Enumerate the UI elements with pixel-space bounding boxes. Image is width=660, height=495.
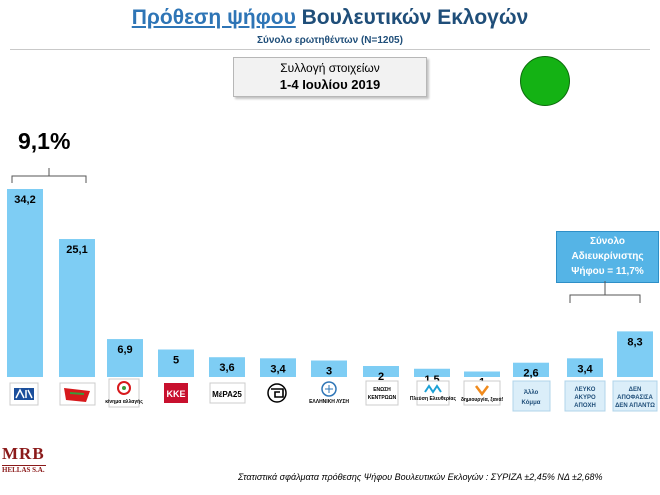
chart-subtitle: Σύνολο ερωτηθέντων (N=1205) — [257, 35, 403, 46]
mrb-logo-sub: HELLAS S.A. — [2, 465, 46, 474]
bar-9 — [464, 371, 500, 377]
logo-ellisi-icon: ΕΛΛΗΝΙΚΗ ΛΥΣΗ — [309, 381, 349, 405]
kinal-logo-text: κίνημα αλλαγής — [105, 399, 143, 405]
bar-11 — [567, 358, 603, 377]
bar-4 — [209, 357, 245, 377]
bar-6 — [311, 360, 347, 377]
mera25-logo-text: ΜέΡΑ25 — [212, 390, 242, 399]
bars — [7, 189, 653, 377]
difference-bracket — [11, 168, 87, 183]
undecided-line-c: ΔΕΝ ΑΠΑΝΤΩ — [615, 403, 655, 409]
difference-label: 9,1% — [18, 128, 71, 154]
other-party-line-2: Κόμμα — [522, 400, 541, 406]
logo-kinal-icon: κίνημα αλλαγής — [105, 378, 143, 408]
undecided-line-a: ΔΕΝ — [629, 387, 642, 393]
collection-period-box: Συλλογή στοιχείων 1-4 Ιουλίου 2019 — [233, 57, 427, 97]
undecided-bracket — [569, 281, 641, 303]
ellisi-logo-text: ΕΛΛΗΝΙΚΗ ΛΥΣΗ — [309, 399, 349, 405]
dimiourgia-logo-text: δημιουργία, ξανά! — [461, 397, 504, 403]
bar-value-label-1: 25,1 — [66, 244, 87, 256]
logo-mera25-icon: ΜέΡΑ25 — [209, 382, 246, 404]
chart-title: Πρόθεση ψήφου Βουλευτικών Εκλογών — [0, 6, 660, 30]
logo-xa-icon — [267, 383, 287, 403]
bar-value-label-4: 3,6 — [219, 362, 234, 374]
title-part-2: Βουλευτικών Εκλογών — [295, 6, 529, 29]
blank-line-3: ΑΠΟΧΗ — [574, 403, 596, 409]
bar-0 — [7, 189, 43, 377]
plefsi-logo-text: Πλεύση Ελευθερίας — [410, 396, 457, 402]
bar-value-label-0: 34,2 — [14, 194, 35, 206]
bar-value-label-10: 2,6 — [523, 368, 538, 380]
bar-5 — [260, 358, 296, 377]
divider — [10, 49, 650, 50]
undecided-total-box: Σύνολο Αδιευκρίνιστης Ψήφου = 11,7% — [556, 231, 659, 283]
logo-nd-icon — [9, 382, 39, 406]
bar-value-label-7: 2 — [378, 371, 384, 383]
logo-kke-icon: KKE — [164, 383, 188, 403]
bar-12 — [617, 331, 653, 377]
statistical-error-note: Στατιστικά σφάλματα πρόθεσης Ψήφου Βουλε… — [238, 472, 603, 482]
other-party-line-1: Άλλο — [524, 390, 539, 396]
category-undecided: ΔΕΝ ΑΠΟΦΑΣΙΣΑ ΔΕΝ ΑΠΑΝΤΩ — [612, 380, 658, 412]
logo-syriza-icon — [59, 382, 96, 406]
category-other-party: Άλλο Κόμμα — [512, 380, 551, 412]
blank-line-2: ΑΚΥΡΟ — [574, 395, 596, 401]
undecided-line-2: Αδιευκρίνιστης — [571, 251, 644, 262]
title-part-1: Πρόθεση ψήφου — [131, 6, 296, 29]
enosi-logo-text-2: ΚΕΝΤΡΩΩΝ — [368, 395, 397, 401]
mrb-logo-name: MRB — [2, 444, 45, 463]
bar-value-label-6: 3 — [326, 366, 332, 378]
mrb-logo: MRB HELLAS S.A. — [2, 444, 46, 474]
bar-2 — [107, 339, 143, 377]
bar-7 — [363, 366, 399, 377]
bar-1 — [59, 239, 95, 377]
bar-value-label-3: 5 — [173, 355, 179, 367]
bar-8 — [414, 368, 450, 377]
logo-plefsi-icon: Πλεύση Ελευθερίας — [410, 380, 457, 406]
enosi-logo-text-1: ΕΝΩΣΗ — [373, 387, 391, 393]
undecided-line-b: ΑΠΟΦΑΣΙΣΑ — [617, 395, 653, 401]
bar-value-label-2: 6,9 — [117, 344, 132, 356]
undecided-line-1: Σύνολο — [589, 236, 626, 247]
bar-3 — [158, 349, 194, 377]
svg-text:KKE: KKE — [166, 389, 185, 399]
category-blank-invalid: ΛΕΥΚΟ ΑΚΥΡΟ ΑΠΟΧΗ — [564, 380, 606, 412]
status-dot-icon — [520, 56, 570, 106]
collection-dates: 1-4 Ιουλίου 2019 — [279, 77, 381, 92]
undecided-line-3: Ψήφου = 11,7% — [571, 266, 644, 277]
logo-dimiourgia-icon: δημιουργία, ξανά! — [461, 380, 504, 406]
bar-value-label-12: 8,3 — [627, 336, 642, 348]
blank-line-1: ΛΕΥΚΟ — [575, 387, 596, 393]
bar-value-label-5: 3,4 — [270, 363, 286, 375]
bar-10 — [513, 362, 549, 377]
logo-enosi-icon: ΕΝΩΣΗ ΚΕΝΤΡΩΩΝ — [365, 380, 399, 406]
bar-value-label-11: 3,4 — [577, 363, 593, 375]
collection-label: Συλλογή στοιχείων — [280, 61, 380, 75]
